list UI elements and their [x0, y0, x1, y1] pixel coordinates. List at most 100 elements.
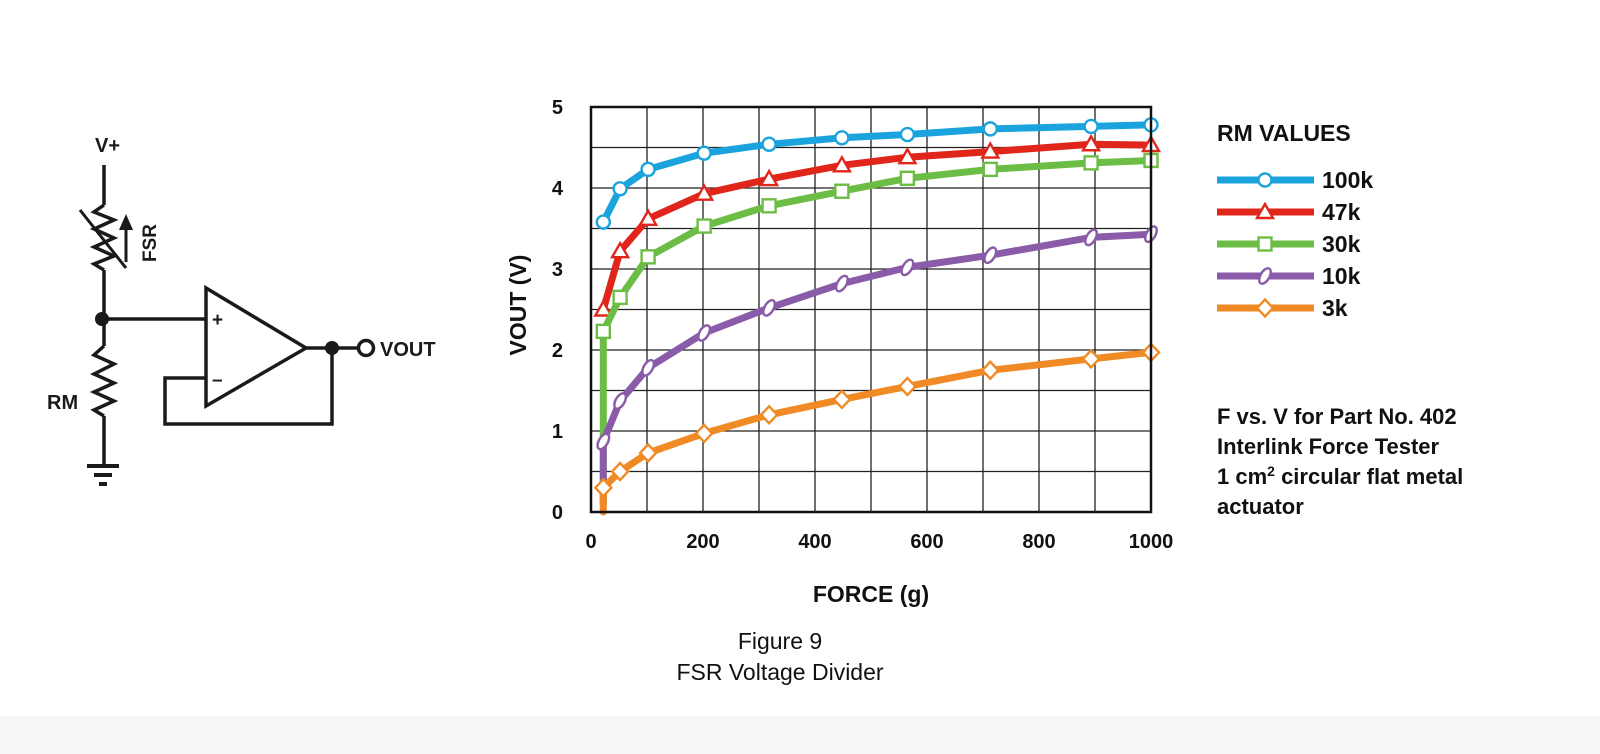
triangle-marker [593, 299, 614, 317]
x-axis-label: FORCE (g) [813, 581, 929, 607]
diamond-marker [694, 423, 714, 444]
legend-item-30k: 30k [1217, 231, 1361, 257]
circle-marker [640, 161, 656, 178]
legend-label-30k: 30k [1322, 231, 1361, 257]
y-tick-label: 4 [552, 178, 564, 200]
diamond-marker [593, 477, 613, 498]
diamond-marker [1255, 297, 1275, 319]
series-line-10k [599, 230, 1155, 508]
circle-marker [595, 214, 612, 230]
y-axis-label: VOUT (V) [505, 255, 531, 356]
square-marker [696, 218, 712, 234]
circle-marker [899, 126, 916, 143]
note-line-3: 1 cm2 circular flat metal [1217, 463, 1463, 489]
square-marker [761, 198, 777, 214]
series-line-47k [599, 140, 1155, 313]
square-marker [640, 249, 656, 265]
fsr-resistor-icon [89, 203, 119, 272]
rm-resistor-icon [89, 344, 119, 418]
fsr-variable-slash [78, 209, 128, 269]
square-marker [595, 323, 612, 340]
legend-label-47k: 47k [1322, 199, 1361, 225]
op-amp-plus-sign: + [212, 310, 223, 331]
square-marker [982, 161, 998, 178]
plot-frame [589, 105, 1153, 514]
test-conditions-note: F vs. V for Part No. 402 Interlink Force… [1217, 404, 1463, 519]
x-tick-label: 0 [585, 531, 596, 553]
legend: RM VALUES 100k 47k 30k 10k 3k [1217, 120, 1373, 321]
oval-marker [1258, 267, 1272, 285]
note-line-3-prefix: 1 cm [1217, 464, 1267, 489]
circle-marker [982, 121, 998, 137]
feedback-wire [163, 348, 334, 426]
op-amp-icon [204, 284, 310, 410]
junction-dot [95, 312, 109, 326]
square-marker [1257, 236, 1273, 252]
diamond-marker [638, 442, 658, 464]
oval-marker [900, 258, 915, 277]
note-line-4: actuator [1217, 494, 1304, 519]
circle-marker [1083, 118, 1099, 135]
vplus-label: V+ [95, 135, 120, 157]
note-line-1: F vs. V for Part No. 402 [1217, 404, 1457, 429]
diamond-marker [759, 404, 779, 426]
y-tick-label: 3 [552, 259, 563, 281]
square-marker [899, 170, 916, 186]
triangle-marker [897, 146, 918, 165]
oval-marker [762, 298, 777, 317]
note-line-2: Interlink Force Tester [1217, 434, 1440, 459]
note-line-3-suffix: circular flat metal [1275, 464, 1463, 489]
circle-marker [834, 130, 850, 146]
series-30k [595, 152, 1159, 508]
x-tick-label: 1000 [1129, 531, 1174, 553]
legend-item-3k: 3k [1217, 295, 1348, 321]
legend-label-100k: 100k [1322, 167, 1373, 193]
output-terminal-icon [356, 338, 376, 358]
series-line-100k [599, 121, 1155, 226]
triangle-marker [1081, 133, 1102, 152]
rm-label: RM [47, 392, 78, 414]
caption-title: FSR Voltage Divider [676, 659, 884, 685]
triangle-marker [980, 141, 1001, 159]
series-3k [593, 342, 1161, 516]
chart-series [593, 117, 1162, 516]
x-tick-label: 400 [798, 531, 831, 553]
diamond-marker [610, 461, 630, 482]
oval-marker [596, 432, 611, 451]
diamond-marker [832, 389, 852, 410]
triangle-marker [638, 208, 659, 226]
legend-title: RM VALUES [1217, 120, 1351, 146]
fsr-voltage-divider-schematic: V+ FSR RM + – VOUT [47, 135, 436, 486]
fsr-label: FSR [140, 224, 161, 262]
vout-label: VOUT [380, 339, 436, 361]
square-marker [1083, 155, 1099, 171]
legend-item-100k: 100k [1217, 167, 1373, 193]
x-tick-label: 200 [686, 531, 719, 553]
series-100k [595, 117, 1159, 230]
oval-marker [983, 246, 998, 265]
legend-item-47k: 47k [1217, 199, 1361, 225]
series-line-30k [599, 157, 1155, 508]
oval-marker [834, 274, 849, 293]
triangle-marker [694, 183, 715, 201]
series-47k [593, 133, 1162, 317]
diamond-marker [897, 376, 918, 397]
circle-marker [761, 136, 777, 152]
vout-vs-force-chart: 0 200 400 600 800 1000 0 1 2 3 4 5 FORCE (g) VOUT (… [505, 97, 1173, 607]
fsr-arrow-icon [119, 214, 133, 230]
series-10k [596, 225, 1158, 508]
diamond-marker [1081, 348, 1101, 370]
circle-marker [696, 145, 712, 161]
oval-marker [1084, 228, 1099, 247]
circle-marker [1257, 172, 1273, 188]
note-line-3-superscript: 2 [1267, 463, 1275, 479]
x-tick-label: 800 [1022, 531, 1055, 553]
triangle-marker [759, 168, 780, 187]
figure-caption: Figure 9 FSR Voltage Divider [0, 626, 1560, 688]
op-amp-minus-sign: – [212, 370, 223, 391]
y-tick-label: 2 [552, 340, 563, 362]
oval-marker [613, 392, 628, 410]
series-line-3k [599, 348, 1155, 516]
square-marker [834, 183, 850, 199]
